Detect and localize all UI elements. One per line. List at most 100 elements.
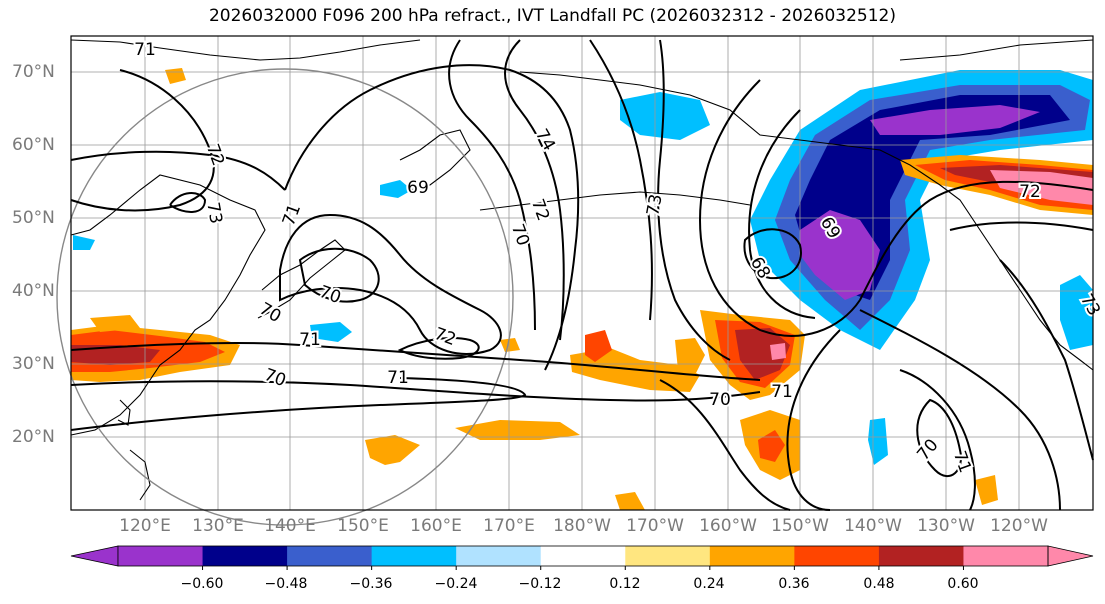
lon-label: 180°W (553, 516, 611, 536)
contour-line (589, 39, 653, 321)
map-title: 2026032000 F096 200 hPa refract., IVT La… (208, 6, 896, 26)
positive-anomaly-region (500, 338, 520, 352)
contour-line (748, 109, 816, 319)
positive-anomaly-region (455, 420, 580, 440)
lon-label: 120°E (119, 516, 171, 536)
lon-label: 160°E (410, 516, 462, 536)
colorbar-segment (878, 546, 964, 566)
search-radius-circle (56, 68, 514, 526)
lon-label: 140°E (264, 516, 316, 536)
lon-label: 120°W (990, 516, 1048, 536)
negative-anomaly-region (1060, 275, 1093, 350)
contour-line (397, 337, 480, 360)
colorbar-extend-max (1047, 545, 1094, 567)
contour-line (657, 39, 731, 361)
colorbar-segment (540, 546, 626, 566)
positive-anomaly-region (585, 330, 612, 362)
coastline-taiwan-philippines (117, 399, 151, 501)
negative-anomaly-region (310, 322, 352, 342)
positive-anomaly-region (975, 475, 998, 505)
coastlines (70, 39, 1094, 501)
negative-anomaly-region (800, 210, 880, 300)
coastline-asia (70, 174, 266, 436)
lat-label: 50°N (12, 208, 55, 228)
lon-label: 130°E (192, 516, 244, 536)
contour-line (659, 379, 791, 511)
contour-label: 71 (387, 368, 409, 388)
contour-label: 73 (202, 201, 225, 226)
lon-label: 150°W (771, 516, 829, 536)
colorbar-segment (709, 546, 795, 566)
contour-label: 73 (643, 193, 666, 218)
contour-label: 72 (1019, 182, 1041, 202)
colorbar-segment (371, 546, 457, 566)
contour-label: 71 (134, 40, 156, 60)
lon-label: 160°W (699, 516, 757, 536)
positive-anomaly-region (990, 170, 1093, 205)
contour-line (999, 259, 1094, 461)
positive-anomaly-region (365, 435, 420, 465)
colorbar-tick-label: −0.24 (434, 576, 478, 592)
colorbar-tick-label: −0.12 (518, 576, 562, 592)
contour-line (916, 398, 962, 478)
coastline-arctic (70, 39, 421, 61)
colorbar-tick-label: −0.60 (180, 576, 224, 592)
contour-line (284, 64, 580, 371)
colorbar-tick-label: 0.36 (778, 576, 810, 592)
lat-label: 20°N (12, 427, 55, 447)
colorbar-segment (963, 546, 1049, 566)
colorbar-segment (456, 546, 542, 566)
positive-anomaly-region (735, 328, 790, 380)
lon-label: 170°E (483, 516, 535, 536)
positive-anomaly-region (615, 492, 645, 510)
coastline-canada (899, 39, 1094, 61)
contour-line (70, 150, 286, 191)
contour-label: 70 (709, 390, 731, 410)
positive-anomaly-region (90, 315, 140, 332)
lon-label: 150°E (337, 516, 389, 536)
coastline-aleutians (479, 191, 751, 211)
positive-anomaly-region (675, 338, 705, 375)
lat-label: 70°N (12, 62, 55, 82)
colorbar-segment (794, 546, 880, 566)
lon-label: 130°W (917, 516, 975, 536)
colorbar-outline (117, 545, 1049, 567)
colorbar-tick-label: −0.36 (349, 576, 393, 592)
negative-anomaly-region (620, 92, 710, 140)
colorbar-segment (118, 546, 204, 566)
graticule (71, 36, 1093, 510)
negative-anomaly-region (380, 180, 412, 198)
colorbar-extend-min (70, 545, 119, 567)
contour-line (859, 180, 1094, 301)
contour-line (504, 39, 565, 341)
lon-label: 170°W (626, 516, 684, 536)
contour-line (70, 377, 527, 431)
coastline-alaska (519, 71, 1094, 371)
contour-line (949, 221, 1094, 231)
contour-line (448, 39, 536, 331)
contour-line (70, 69, 215, 212)
contour-line (859, 309, 1061, 511)
coastline-kamchatka (399, 129, 471, 191)
positive-anomaly-region (758, 430, 785, 462)
lat-label: 60°N (12, 135, 55, 155)
contour-label: 71 (299, 330, 321, 350)
colorbar-tick-label: 0.60 (947, 576, 979, 592)
lat-label: 30°N (12, 354, 55, 374)
contour-line (70, 380, 761, 402)
contour-line (899, 369, 976, 511)
contour-line (279, 213, 502, 355)
positive-anomaly-region (770, 343, 786, 360)
contour-line (70, 341, 761, 381)
colorbar-segment (625, 546, 711, 566)
lon-label: 140°W (844, 516, 902, 536)
negative-anomaly-region (73, 235, 95, 250)
contour-label: 69 (407, 178, 429, 198)
refractivity-contours (70, 39, 1094, 511)
positive-anomaly-region (71, 345, 160, 365)
contour-line (169, 192, 207, 213)
negative-anomaly-region (870, 105, 1040, 135)
contour-line (786, 329, 841, 511)
contour-line (698, 79, 861, 337)
